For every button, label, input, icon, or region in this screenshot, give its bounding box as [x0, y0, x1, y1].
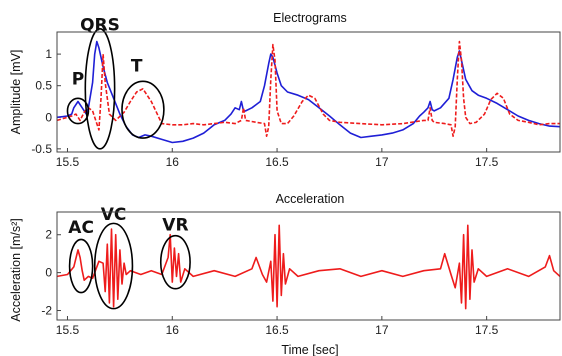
acceleration-y-tick-label: 0	[45, 266, 52, 280]
annotation-label-vc: VC	[101, 205, 127, 225]
annotation-label-t: T	[131, 57, 143, 77]
acceleration-x-tick-label: 16.5	[265, 323, 289, 337]
acceleration-plot-area: 15.5 16 16.5 17 17.5 -2 0 2 AC VC VR	[41, 205, 560, 337]
acceleration-x-tick-label: 17.5	[475, 323, 499, 337]
electrogram-x-tick-label: 16.5	[265, 155, 289, 169]
electrogram-y-tick-label: 0	[45, 110, 52, 124]
annotation-ellipse-ac	[68, 238, 94, 294]
annotation-ellipse-vr	[159, 234, 191, 290]
electrograms-axes-box	[56, 31, 561, 153]
electrogram-y-tick-label: 1	[45, 47, 52, 61]
acceleration-series-line-1	[57, 224, 560, 310]
acceleration-x-tick-label: 15.5	[56, 323, 80, 337]
acceleration-x-tick-label: 17	[375, 323, 389, 337]
annotation-label-ac: AC	[68, 218, 94, 238]
electrogram-y-tick-label: 0.5	[35, 79, 52, 93]
time-axis-label: Time [sec]	[281, 343, 338, 356]
electrogram-series-line-2	[57, 40, 560, 137]
acceleration-y-tick-label: 2	[45, 228, 52, 242]
acceleration-y-tick-label: -2	[41, 304, 52, 318]
annotation-label-p: P	[72, 69, 84, 89]
amplitude-axis-label: Amplitude [mV]	[9, 50, 23, 135]
annotation-ellipse-qrs	[84, 28, 116, 150]
acceleration-axis-label: Acceleration [m/s²]	[9, 218, 23, 322]
electrogram-x-tick-label: 17	[375, 155, 389, 169]
acceleration-title: Acceleration	[276, 192, 345, 206]
annotation-label-vr: VR	[162, 215, 188, 235]
annotation-ellipse-t	[121, 80, 165, 139]
acceleration-axes-box	[56, 211, 561, 321]
electrograms-panel: Electrograms Amplitude [mV] 15.5 16 16.5 17…	[9, 11, 561, 169]
acceleration-panel: Acceleration Acceleration [m/s²] Time [s…	[9, 192, 561, 356]
electrogram-x-tick-label: 17.5	[475, 155, 499, 169]
acceleration-x-tick-label: 16	[166, 323, 180, 337]
annotation-label-qrs: QRS	[80, 16, 120, 36]
electrogram-x-tick-label: 16	[166, 155, 180, 169]
electrograms-title: Electrograms	[273, 11, 347, 25]
annotation-ellipse-p	[66, 97, 90, 125]
annotation-ellipse-vc	[93, 222, 134, 310]
electrogram-y-tick-label: -0.5	[31, 142, 52, 156]
electrogram-series-line-1	[57, 40, 560, 144]
electrograms-plot-area: 15.5 16 16.5 17 17.5 -0.5 0 0.5 1 P QRS T	[31, 16, 560, 169]
electrogram-x-tick-label: 15.5	[56, 155, 80, 169]
